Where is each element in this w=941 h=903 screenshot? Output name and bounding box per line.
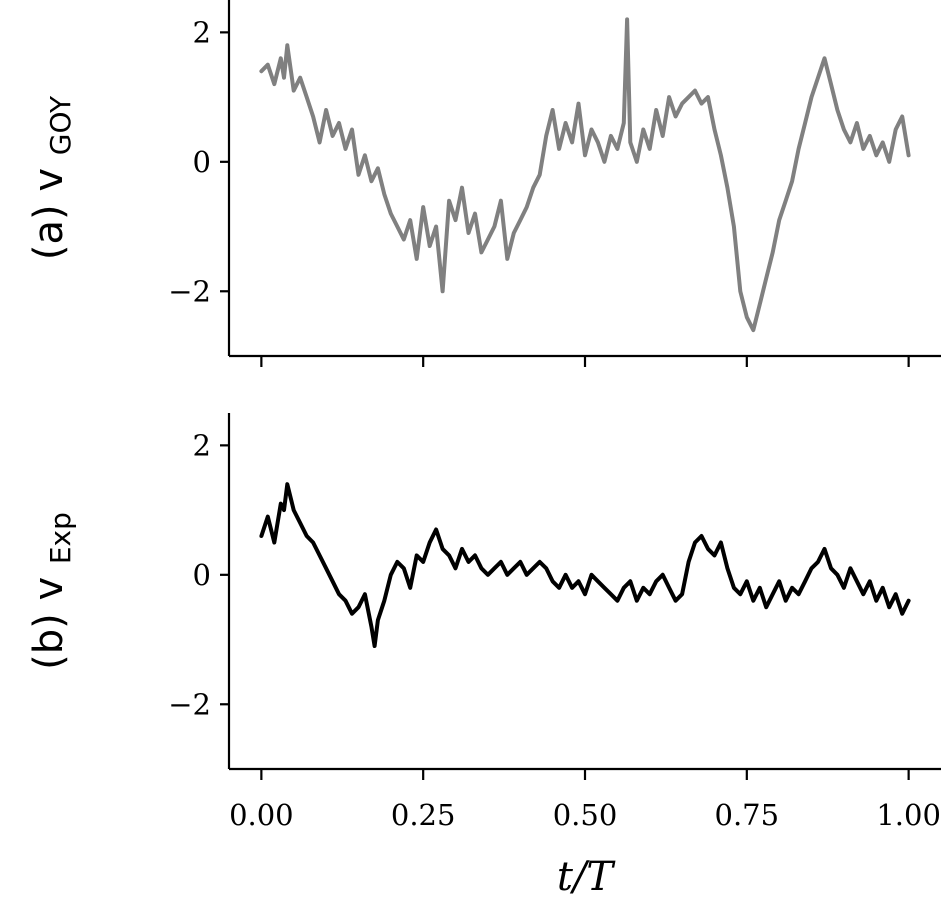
panel-b-x-tick-label: 0.00 bbox=[229, 798, 294, 832]
svg-text:(b) v: (b) v Exp bbox=[26, 512, 77, 670]
panel-b-x-tick-label: 0.25 bbox=[391, 798, 456, 832]
panel-b-y-tick-label: 2 bbox=[193, 428, 211, 462]
panel-b-x-ticks: 0.00 0.25 0.50 0.75 1.00 bbox=[229, 769, 941, 832]
panel-a-y-tick-label: 2 bbox=[193, 15, 211, 49]
panel-a-y-tick-label: 0 bbox=[193, 145, 211, 179]
panel-a-label: (a) bbox=[26, 204, 72, 260]
panel-a-symbol: v bbox=[26, 168, 72, 192]
panel-a-subscript: GOY bbox=[44, 95, 77, 155]
panel-b-series-line bbox=[259, 482, 911, 648]
panel-b-label: (b) bbox=[26, 613, 72, 670]
panel-b-y-tick-label: −2 bbox=[168, 687, 211, 721]
panel-b-y-label: (b) v Exp bbox=[26, 512, 77, 670]
panel-a-y-label: (a) v GOY bbox=[26, 95, 77, 260]
panel-b-y-ticks: −2 0 2 bbox=[168, 428, 229, 721]
panel-b-subscript: Exp bbox=[44, 512, 77, 564]
panel-a-x-ticks bbox=[260, 356, 910, 367]
panel-b-y-tick-label: 0 bbox=[193, 558, 211, 592]
panel-a-y-tick-label: −2 bbox=[168, 274, 211, 308]
panel-b-x-tick-label: 0.75 bbox=[715, 798, 780, 832]
panel-b-exp: −2 0 2 0.00 0.25 0.50 0.75 1.00 (b) v Exp t/T bbox=[26, 413, 941, 900]
panel-b-x-tick-label: 1.00 bbox=[876, 798, 941, 832]
x-axis-title: t/T bbox=[557, 854, 617, 900]
panel-b-symbol: v bbox=[26, 577, 72, 601]
panel-b-x-tick-label: 0.50 bbox=[553, 798, 618, 832]
panel-a-series-line bbox=[259, 17, 911, 333]
panel-a-y-ticks: −2 0 2 bbox=[168, 15, 229, 308]
panel-a-goy: −2 0 2 (a) v GOY bbox=[26, 0, 941, 367]
svg-text:(a) v: (a) v GOY bbox=[26, 95, 77, 260]
